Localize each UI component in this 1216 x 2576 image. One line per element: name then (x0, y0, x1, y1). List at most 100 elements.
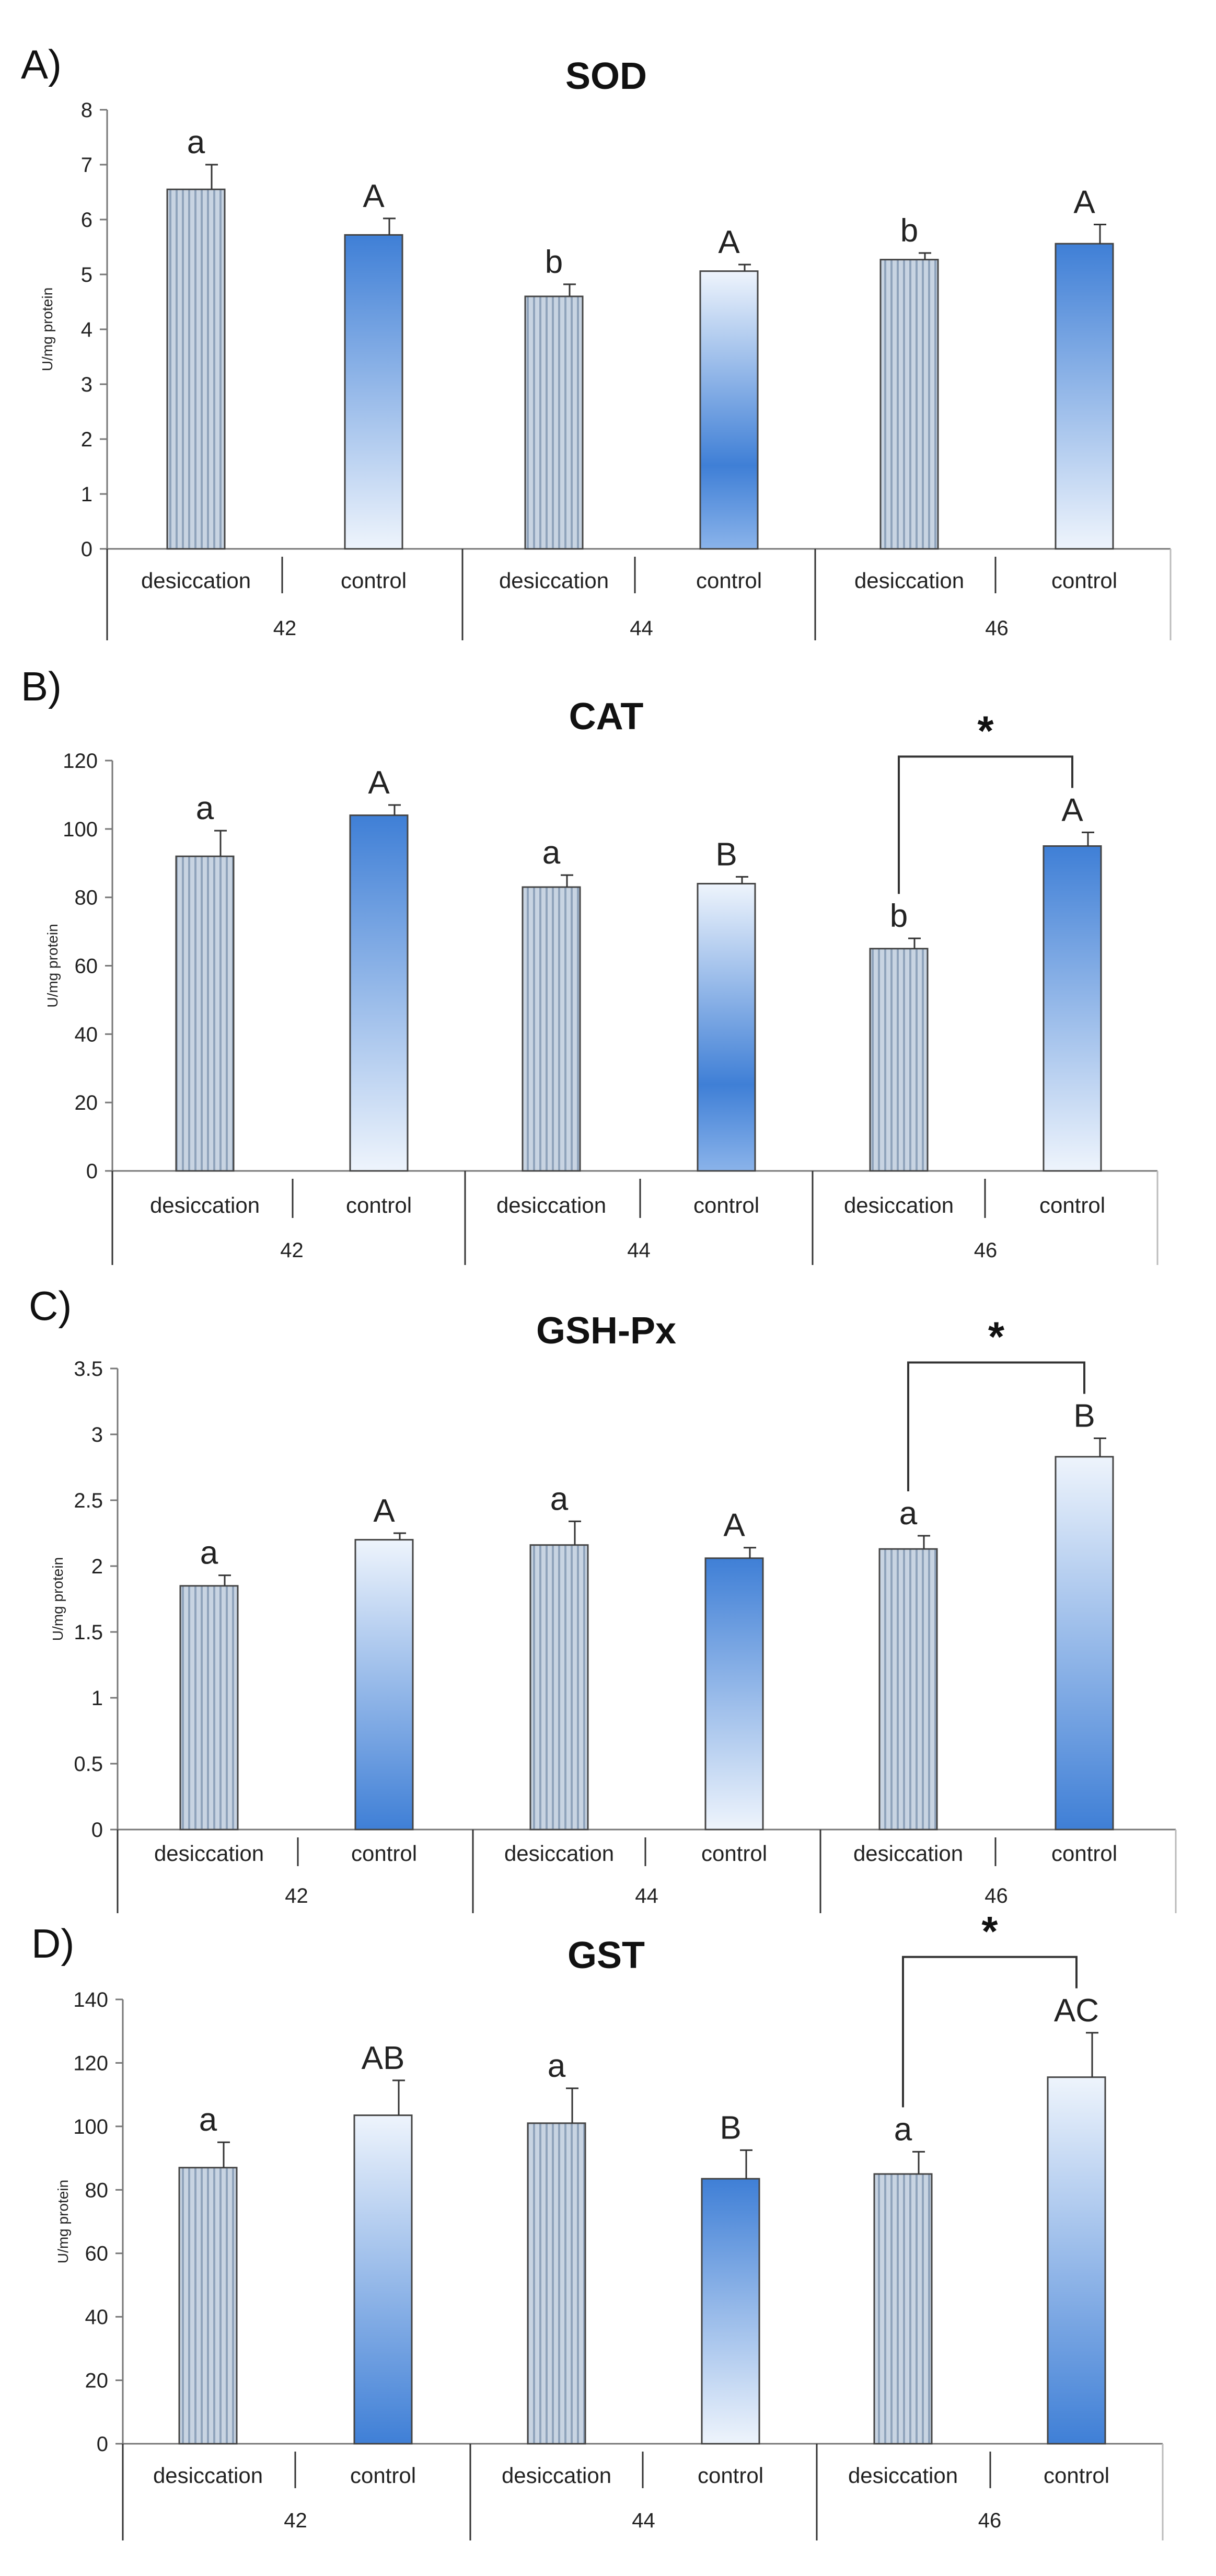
bar-control-44 (697, 883, 756, 1172)
group-label: 44 (632, 2509, 655, 2532)
group-label: 46 (974, 1239, 998, 1262)
significance-letter: A (373, 1493, 395, 1529)
y-tick-label: 8 (81, 99, 92, 122)
bar-desiccation-44 (527, 2122, 586, 2445)
y-tick-label: 7 (81, 154, 92, 177)
bar-control-42 (344, 234, 403, 550)
y-tick-label: 1.5 (74, 1621, 103, 1644)
significance-letter: a (894, 2111, 912, 2147)
y-tick-label: 40 (85, 2306, 109, 2329)
significance-letter: A (718, 224, 740, 260)
significance-letter: a (199, 2102, 217, 2138)
significance-letter: b (545, 244, 563, 280)
panel-label: C) (29, 1283, 72, 1329)
y-tick-label: 2.5 (74, 1489, 103, 1512)
significance-letter: a (548, 2048, 566, 2084)
category-label: desiccation (848, 2463, 958, 2488)
significance-letter: AC (1054, 1993, 1099, 2029)
bar-desiccation-42 (175, 855, 235, 1172)
y-tick-label: 100 (63, 818, 98, 841)
y-tick-label: 0 (91, 1819, 103, 1842)
chart-sod: A) SOD U/mg protein 0 1 2 3 4 5 6 7 8 a desiccation Ac… (21, 41, 1172, 640)
y-tick-label: 0 (97, 2433, 108, 2456)
significance-letter: a (550, 1481, 569, 1517)
bar-desiccation-42 (178, 2167, 238, 2445)
significance-letter: A (1073, 184, 1095, 220)
y-tick-label: 0 (86, 1160, 98, 1183)
significance-letter: AB (362, 2040, 405, 2076)
category-label: desiccation (854, 568, 964, 593)
bar-desiccation-46 (873, 2173, 933, 2445)
chart-gsh-px: C) GSH-Px U/mg protein 0 0.5 1 1.5 2 2.5 3 3.5 a des… (29, 1283, 1177, 1913)
category-label: control (701, 1841, 767, 1866)
y-tick-label: 60 (85, 2242, 109, 2266)
group-label: 46 (985, 617, 1009, 640)
category-label: desiccation (154, 1841, 264, 1866)
category-label: desiccation (150, 1193, 260, 1217)
y-axis-label: U/mg protein (55, 2180, 71, 2263)
group-label: 42 (280, 1239, 304, 1262)
bar-desiccation-44 (524, 295, 584, 550)
group-label: 42 (285, 1884, 308, 1907)
significance-bracket (898, 755, 1073, 894)
category-label: control (351, 1841, 417, 1866)
significance-star: * (977, 707, 994, 754)
y-axis-label: U/mg protein (50, 1557, 66, 1641)
bar-control-46 (1043, 845, 1102, 1172)
significance-letter: a (200, 1535, 218, 1571)
significance-bracket (902, 1956, 1078, 2108)
y-tick-label: 1 (81, 483, 92, 506)
y-tick-label: 140 (73, 1988, 108, 2011)
y-tick-label: 2 (91, 1555, 103, 1578)
significance-letter: A (1061, 792, 1083, 828)
y-tick-label: 1 (91, 1687, 103, 1710)
category-label: control (693, 1193, 759, 1217)
significance-letter: a (899, 1496, 918, 1532)
bar-control-46 (1055, 1456, 1114, 1831)
bar-desiccation-44 (522, 886, 581, 1172)
group-label: 46 (985, 1884, 1008, 1907)
bar-desiccation-42 (166, 188, 226, 550)
y-tick-label: 5 (81, 263, 92, 286)
bar-control-46 (1047, 2076, 1106, 2445)
panel-label: D) (31, 1920, 74, 1966)
category-label: control (1039, 1193, 1105, 1217)
y-tick-label: 0 (81, 538, 92, 561)
category-label: control (341, 568, 407, 593)
group-label: 44 (627, 1239, 651, 1262)
group-label: 42 (273, 617, 297, 640)
y-tick-label: 6 (81, 209, 92, 232)
group-label: 42 (284, 2509, 307, 2532)
group-label: 44 (630, 617, 653, 640)
significance-letter: B (720, 2110, 741, 2146)
category-label: desiccation (499, 568, 609, 593)
category-label: control (696, 568, 762, 593)
chart-title: SOD (565, 55, 647, 97)
y-axis-label: U/mg protein (39, 288, 55, 371)
significance-letter: B (1073, 1398, 1095, 1434)
bar-control-42 (354, 1539, 414, 1831)
category-label: desiccation (141, 568, 251, 593)
charts-container: A) SOD U/mg protein 0 1 2 3 4 5 6 7 8 a desiccation Ac… (21, 41, 1177, 2540)
y-tick-label: 40 (75, 1023, 98, 1046)
bar-control-44 (699, 270, 759, 550)
bar-desiccation-42 (179, 1585, 239, 1831)
category-label: control (1051, 568, 1117, 593)
y-tick-label: 3 (91, 1423, 103, 1446)
bar-desiccation-44 (529, 1544, 589, 1831)
y-tick-label: 20 (85, 2370, 109, 2393)
y-tick-label: 4 (81, 318, 92, 341)
chart-gst: D) GST U/mg protein 0 20 40 60 80 100 120 140 a desi… (31, 1908, 1164, 2540)
significance-star: * (988, 1314, 1005, 1360)
category-label: control (1051, 1841, 1117, 1866)
y-tick-label: 80 (85, 2179, 109, 2202)
significance-letter: a (542, 835, 561, 871)
significance-letter: A (368, 765, 390, 801)
significance-letter: B (715, 836, 737, 872)
chart-title: CAT (569, 696, 644, 738)
bar-desiccation-46 (879, 259, 939, 550)
category-label: desiccation (502, 2463, 611, 2488)
y-tick-label: 0.5 (74, 1753, 103, 1776)
chart-title: GSH-Px (536, 1310, 676, 1352)
